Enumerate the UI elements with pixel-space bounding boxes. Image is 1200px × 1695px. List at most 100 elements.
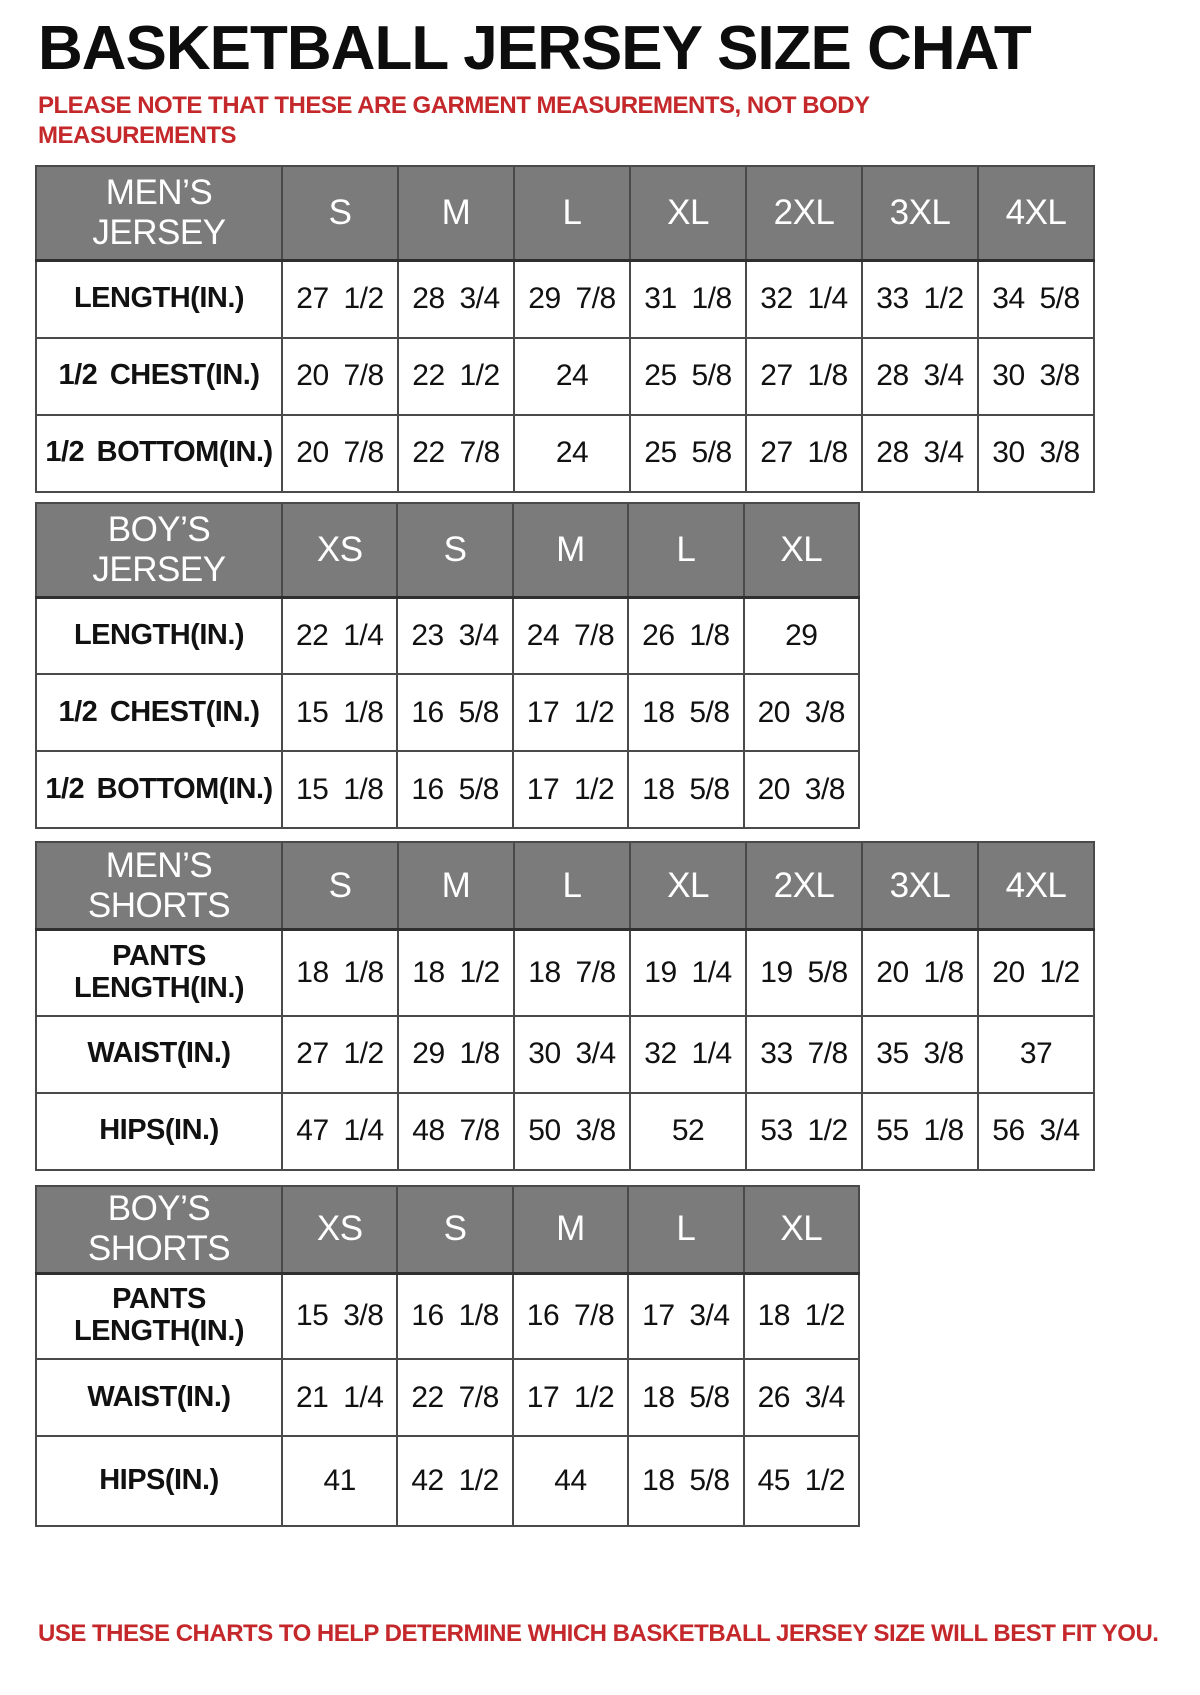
size-column-header: 2XL bbox=[745, 165, 863, 263]
page-title: BASKETBALL JERSEY SIZE CHAT bbox=[38, 14, 1032, 83]
measurement-cell: 18 5/8 bbox=[627, 750, 745, 830]
table-row: PANTS LENGTH(IN.) 18 1/8 18 1/2 18 7/8 19 1/… bbox=[35, 928, 1095, 1017]
row-label: PANTS LENGTH(IN.) bbox=[35, 1272, 283, 1361]
measurement-cell: 22 1/2 bbox=[397, 336, 515, 416]
row-label: HIPS(IN.) bbox=[35, 1091, 283, 1171]
size-column-header: L bbox=[627, 1184, 745, 1275]
size-column-header: 2XL bbox=[745, 841, 863, 932]
measurement-cell: 32 1/4 bbox=[745, 259, 863, 339]
table-title-cell: MEN’S JERSEY bbox=[35, 165, 283, 263]
measurement-cell: 30 3/8 bbox=[977, 336, 1095, 416]
measurement-cell: 29 bbox=[742, 596, 861, 676]
size-column-header: M bbox=[511, 501, 630, 599]
table-row: HIPS(IN.) 47 1/4 48 7/8 50 3/8 52 53 1/2 55 1/… bbox=[35, 1091, 1095, 1171]
measurement-cell: 27 1/8 bbox=[745, 413, 863, 493]
size-column-header: L bbox=[627, 501, 745, 599]
row-label: WAIST(IN.) bbox=[35, 1358, 283, 1438]
measurement-cell: 44 bbox=[511, 1435, 630, 1528]
measurement-cell: 33 1/2 bbox=[861, 259, 979, 339]
size-column-header: 3XL bbox=[861, 165, 979, 263]
measurement-cell: 30 3/4 bbox=[513, 1014, 631, 1094]
measurement-cell: 18 5/8 bbox=[627, 673, 745, 753]
measurement-cell: 25 5/8 bbox=[629, 413, 747, 493]
header-row: BOY’S JERSEY XS S M L XL bbox=[35, 501, 861, 599]
size-column-header: S bbox=[281, 165, 399, 263]
measurement-cell: 32 1/4 bbox=[629, 1014, 747, 1094]
measurement-cell: 24 bbox=[513, 413, 631, 493]
measurement-cell: 18 1/2 bbox=[397, 928, 515, 1017]
measurement-cell: 23 3/4 bbox=[396, 596, 514, 676]
row-label: HIPS(IN.) bbox=[35, 1435, 283, 1528]
row-label: 1/2 CHEST(IN.) bbox=[35, 673, 283, 753]
measurement-cell: 25 5/8 bbox=[629, 336, 747, 416]
measurement-cell: 17 1/2 bbox=[511, 1358, 630, 1438]
measurement-cell: 35 3/8 bbox=[861, 1014, 979, 1094]
size-column-header: 3XL bbox=[861, 841, 979, 932]
table-row: 1/2 CHEST(IN.) 15 1/8 16 5/8 17 1/2 18 5/8 20… bbox=[35, 673, 861, 753]
table-row: 1/2 CHEST(IN.) 20 7/8 22 1/2 24 25 5/8 27 1/8… bbox=[35, 336, 1095, 416]
size-table: BOY’S JERSEY XS S M L XL LENGTH(IN.) 22 1/4 23 3… bbox=[35, 501, 861, 830]
size-column-header: S bbox=[396, 1184, 514, 1275]
measurement-cell: 27 1/2 bbox=[281, 259, 399, 339]
measurement-cell: 16 7/8 bbox=[511, 1272, 630, 1361]
table-row: PANTS LENGTH(IN.) 15 3/8 16 1/8 16 7/8 17 3/… bbox=[35, 1272, 861, 1361]
size-table: MEN’S SHORTS S M L XL 2XL 3XL 4XL PANTS LENGTH(I… bbox=[35, 841, 1095, 1171]
size-column-header: XL bbox=[742, 1184, 861, 1275]
size-column-header: S bbox=[281, 841, 399, 932]
row-label: LENGTH(IN.) bbox=[35, 596, 283, 676]
measurement-cell: 26 3/4 bbox=[742, 1358, 861, 1438]
measurement-cell: 22 7/8 bbox=[397, 413, 515, 493]
size-table: MEN’S JERSEY S M L XL 2XL 3XL 4XL LENGTH(IN.) 27 … bbox=[35, 165, 1095, 493]
size-column-header: XS bbox=[280, 501, 399, 599]
row-label: 1/2 BOTTOM(IN.) bbox=[35, 750, 283, 830]
measurement-cell: 42 1/2 bbox=[396, 1435, 514, 1528]
measurement-cell: 15 1/8 bbox=[280, 750, 399, 830]
size-column-header: XL bbox=[629, 165, 747, 263]
row-label: WAIST(IN.) bbox=[35, 1014, 283, 1094]
measurement-cell: 19 1/4 bbox=[629, 928, 747, 1017]
measurement-cell: 28 3/4 bbox=[861, 336, 979, 416]
measurement-cell: 27 1/8 bbox=[745, 336, 863, 416]
measurement-cell: 56 3/4 bbox=[977, 1091, 1095, 1171]
measurement-cell: 27 1/2 bbox=[281, 1014, 399, 1094]
measurement-cell: 50 3/8 bbox=[513, 1091, 631, 1171]
measurement-cell: 28 3/4 bbox=[397, 259, 515, 339]
measurement-cell: 22 7/8 bbox=[396, 1358, 514, 1438]
row-label: 1/2 BOTTOM(IN.) bbox=[35, 413, 283, 493]
measurement-cell: 20 3/8 bbox=[742, 673, 861, 753]
table-title-cell: BOY’S SHORTS bbox=[35, 1184, 283, 1275]
measurement-cell: 41 bbox=[280, 1435, 399, 1528]
boys-shorts-size-table: BOY’S SHORTS XS S M L XL PANTS LENGTH(IN.) 15 3… bbox=[0, 1184, 1200, 1528]
measurement-cell: 22 1/4 bbox=[280, 596, 399, 676]
table-title-cell: BOY’S JERSEY bbox=[35, 501, 283, 599]
measurement-cell: 18 7/8 bbox=[513, 928, 631, 1017]
measurement-cell: 55 1/8 bbox=[861, 1091, 979, 1171]
measurement-cell: 20 1/8 bbox=[861, 928, 979, 1017]
row-label: 1/2 CHEST(IN.) bbox=[35, 336, 283, 416]
table-title-cell: MEN’S SHORTS bbox=[35, 841, 283, 932]
measurement-cell: 20 3/8 bbox=[742, 750, 861, 830]
measurement-cell: 53 1/2 bbox=[745, 1091, 863, 1171]
measurement-cell: 24 7/8 bbox=[511, 596, 630, 676]
measurement-cell: 20 7/8 bbox=[281, 413, 399, 493]
table-row: WAIST(IN.) 21 1/4 22 7/8 17 1/2 18 5/8 26 3/4 bbox=[35, 1358, 861, 1438]
size-column-header: XL bbox=[629, 841, 747, 932]
table-row: 1/2 BOTTOM(IN.) 20 7/8 22 7/8 24 25 5/8 27 1/… bbox=[35, 413, 1095, 493]
garment-measurement-note: PLEASE NOTE THAT THESE ARE GARMENT MEASU… bbox=[38, 92, 870, 150]
size-column-header: 4XL bbox=[977, 165, 1095, 263]
row-label: PANTS LENGTH(IN.) bbox=[35, 928, 283, 1017]
measurement-cell: 26 1/8 bbox=[627, 596, 745, 676]
measurement-cell: 52 bbox=[629, 1091, 747, 1171]
size-column-header: 4XL bbox=[977, 841, 1095, 932]
header-row: MEN’S JERSEY S M L XL 2XL 3XL 4XL bbox=[35, 165, 1095, 263]
measurement-cell: 47 1/4 bbox=[281, 1091, 399, 1171]
measurement-cell: 17 3/4 bbox=[627, 1272, 745, 1361]
measurement-cell: 15 3/8 bbox=[280, 1272, 399, 1361]
mens-shorts-size-table: MEN’S SHORTS S M L XL 2XL 3XL 4XL PANTS LENGTH(I… bbox=[0, 841, 1200, 1171]
measurement-cell: 17 1/2 bbox=[511, 673, 630, 753]
size-column-header: L bbox=[513, 165, 631, 263]
measurement-cell: 17 1/2 bbox=[511, 750, 630, 830]
measurement-cell: 19 5/8 bbox=[745, 928, 863, 1017]
measurement-cell: 18 5/8 bbox=[627, 1435, 745, 1528]
table-row: HIPS(IN.) 41 42 1/2 44 18 5/8 45 1/2 bbox=[35, 1435, 861, 1528]
